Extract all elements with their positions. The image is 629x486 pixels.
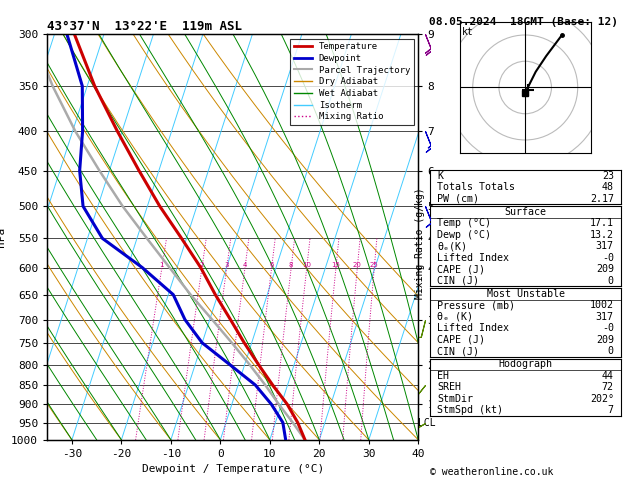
- Text: StmDir: StmDir: [437, 394, 473, 404]
- Text: StmSpd (kt): StmSpd (kt): [437, 405, 503, 415]
- Text: 48: 48: [602, 182, 614, 192]
- Text: Hodograph: Hodograph: [499, 359, 552, 369]
- Text: 209: 209: [596, 264, 614, 274]
- Text: EH: EH: [437, 371, 449, 381]
- Text: 2: 2: [200, 261, 204, 268]
- Text: CIN (J): CIN (J): [437, 276, 479, 286]
- Text: LCL: LCL: [418, 417, 436, 428]
- Text: θₑ(K): θₑ(K): [437, 241, 467, 251]
- Text: -0: -0: [602, 323, 614, 333]
- Text: 1002: 1002: [590, 300, 614, 311]
- Text: 72: 72: [602, 382, 614, 392]
- Text: 23: 23: [602, 171, 614, 181]
- Text: 6: 6: [269, 261, 274, 268]
- Text: 202°: 202°: [590, 394, 614, 404]
- Text: 10: 10: [303, 261, 311, 268]
- Text: SREH: SREH: [437, 382, 461, 392]
- Text: 317: 317: [596, 241, 614, 251]
- Text: Most Unstable: Most Unstable: [486, 289, 565, 299]
- Text: CAPE (J): CAPE (J): [437, 264, 486, 274]
- Text: Lifted Index: Lifted Index: [437, 323, 509, 333]
- Text: 13.2: 13.2: [590, 230, 614, 240]
- Text: CIN (J): CIN (J): [437, 346, 479, 356]
- Text: CAPE (J): CAPE (J): [437, 334, 486, 345]
- Text: 8: 8: [289, 261, 294, 268]
- Text: Mixing Ratio (g/kg): Mixing Ratio (g/kg): [415, 187, 425, 299]
- Text: 317: 317: [596, 312, 614, 322]
- Text: 1: 1: [160, 261, 164, 268]
- Text: 4: 4: [243, 261, 247, 268]
- Y-axis label: km
ASL: km ASL: [449, 226, 469, 248]
- Text: 0: 0: [608, 346, 614, 356]
- Text: Lifted Index: Lifted Index: [437, 253, 509, 263]
- Text: 08.05.2024  18GMT (Base: 12): 08.05.2024 18GMT (Base: 12): [429, 17, 618, 27]
- Text: 17.1: 17.1: [590, 218, 614, 228]
- Text: Totals Totals: Totals Totals: [437, 182, 515, 192]
- Text: 44: 44: [602, 371, 614, 381]
- Text: kt: kt: [462, 27, 474, 37]
- Text: 0: 0: [608, 276, 614, 286]
- Text: Surface: Surface: [504, 207, 547, 217]
- Text: 43°37'N  13°22'E  119m ASL: 43°37'N 13°22'E 119m ASL: [47, 20, 242, 33]
- Text: Temp (°C): Temp (°C): [437, 218, 491, 228]
- X-axis label: Dewpoint / Temperature (°C): Dewpoint / Temperature (°C): [142, 465, 324, 474]
- Legend: Temperature, Dewpoint, Parcel Trajectory, Dry Adiabat, Wet Adiabat, Isotherm, Mi: Temperature, Dewpoint, Parcel Trajectory…: [290, 38, 414, 125]
- Text: 15: 15: [331, 261, 340, 268]
- Text: -0: -0: [602, 253, 614, 263]
- Text: 7: 7: [608, 405, 614, 415]
- Text: PW (cm): PW (cm): [437, 193, 479, 204]
- Text: 20: 20: [353, 261, 362, 268]
- Y-axis label: hPa: hPa: [0, 227, 6, 247]
- Text: 3: 3: [225, 261, 229, 268]
- Text: Dewp (°C): Dewp (°C): [437, 230, 491, 240]
- Text: © weatheronline.co.uk: © weatheronline.co.uk: [430, 467, 553, 477]
- Text: 209: 209: [596, 334, 614, 345]
- Text: 25: 25: [370, 261, 379, 268]
- Text: 2.17: 2.17: [590, 193, 614, 204]
- Text: Pressure (mb): Pressure (mb): [437, 300, 515, 311]
- Text: θₑ (K): θₑ (K): [437, 312, 473, 322]
- Text: K: K: [437, 171, 443, 181]
